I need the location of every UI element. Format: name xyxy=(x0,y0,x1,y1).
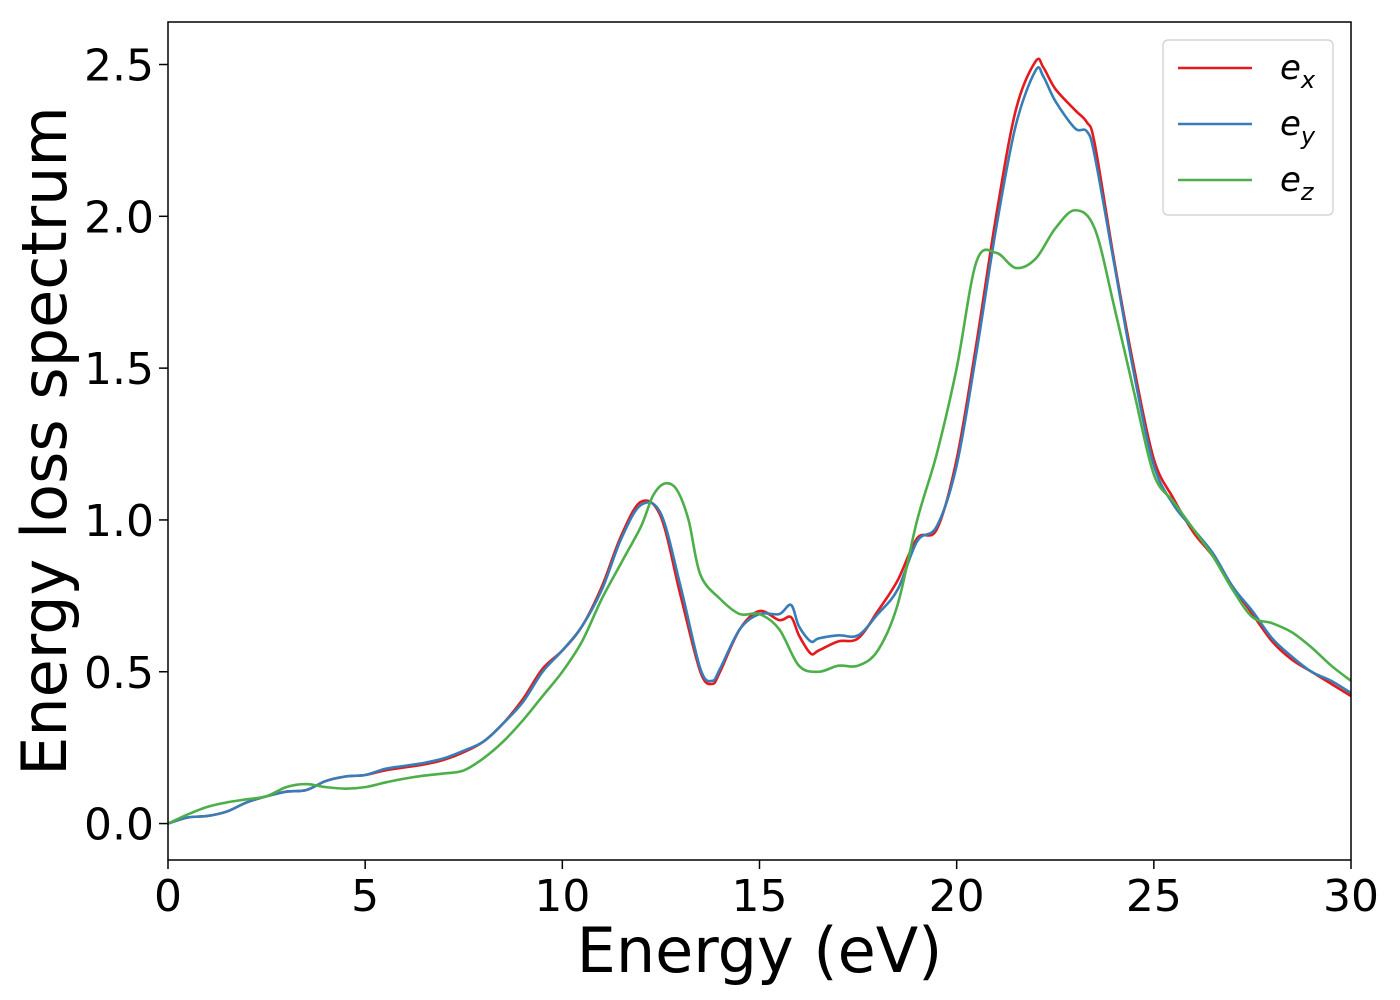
x-tick-label: 0 xyxy=(154,871,182,922)
y-axis-ticks: 0.0 0.5 1.0 1.5 2.0 2.5 xyxy=(84,41,168,851)
legend-label-y: ey xyxy=(1280,104,1316,150)
x-tick-label: 25 xyxy=(1126,871,1182,922)
legend-items: ex ey ez xyxy=(1178,48,1316,206)
x-tick-label: 15 xyxy=(732,871,788,922)
y-tick-label: 0.5 xyxy=(84,648,154,699)
series-line-z xyxy=(168,208,1351,825)
legend-label-z: ez xyxy=(1280,160,1315,206)
y-tick-label: 2.5 xyxy=(84,41,154,92)
x-tick-label: 10 xyxy=(534,871,590,922)
legend-box xyxy=(1162,39,1334,216)
x-axis-ticks: 0 5 10 15 20 25 30 xyxy=(154,860,1379,922)
y-tick-label: 2.0 xyxy=(84,192,154,243)
x-axis-label: Energy (eV) xyxy=(577,914,943,987)
x-tick-label: 5 xyxy=(351,871,379,922)
y-tick-label: 1.5 xyxy=(84,344,154,395)
x-tick-label: 20 xyxy=(929,871,985,922)
y-tick-label: 0.0 xyxy=(84,800,154,851)
y-tick-label: 1.0 xyxy=(84,496,154,547)
plot-lines xyxy=(168,57,1351,825)
x-tick-label: 30 xyxy=(1323,871,1379,922)
series-line-y xyxy=(168,66,1351,825)
legend: ex ey ez xyxy=(1162,39,1334,216)
legend-label-x: ex xyxy=(1280,48,1316,94)
y-axis-label: Energy loss spectrum xyxy=(8,106,81,776)
